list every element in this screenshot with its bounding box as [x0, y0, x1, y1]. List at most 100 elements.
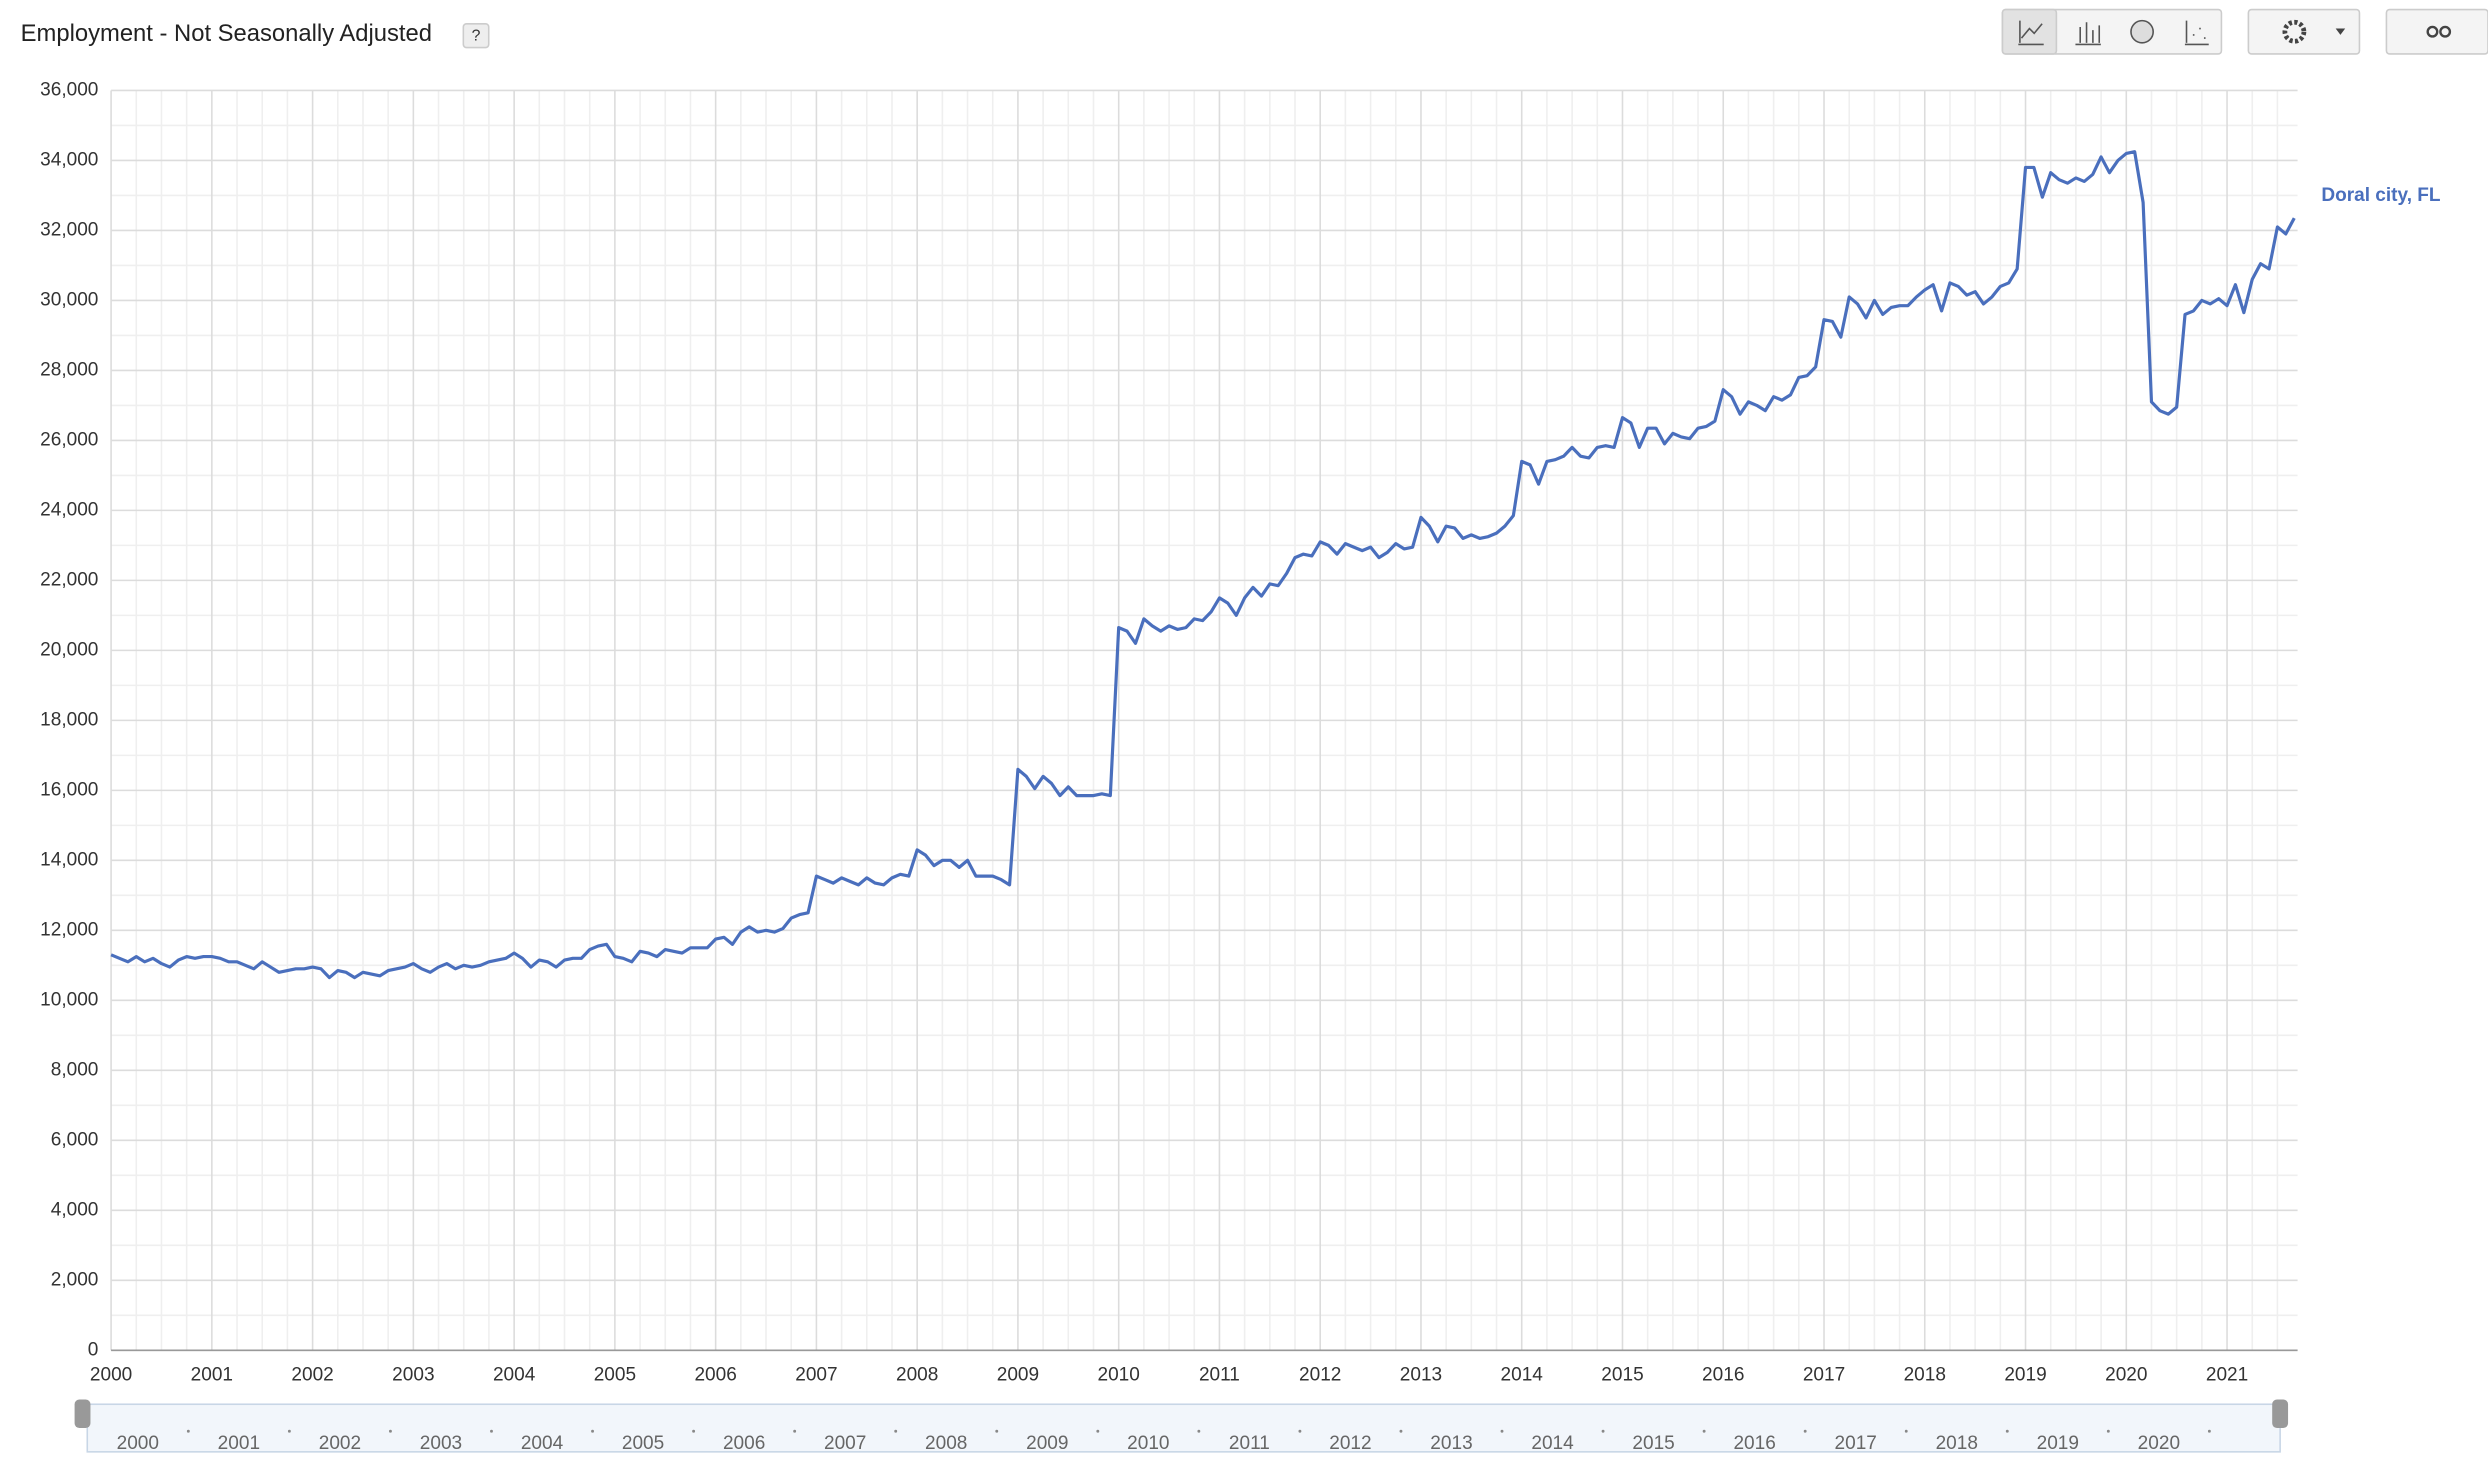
y-tick-label: 34,000 — [40, 149, 98, 170]
navigator-tick — [894, 1429, 898, 1433]
x-tick-label: 2000 — [90, 1365, 132, 1386]
navigator-label: 2014 — [1531, 1433, 1574, 1454]
navigator-tick — [1197, 1429, 1201, 1433]
gear-icon — [2282, 19, 2307, 44]
navigator-tick — [1399, 1429, 1403, 1433]
x-tick-label: 2009 — [997, 1365, 1039, 1386]
y-tick-label: 14,000 — [40, 849, 98, 870]
y-tick-label: 6,000 — [51, 1129, 99, 1150]
y-tick-label: 20,000 — [40, 639, 98, 660]
navigator-label: 2011 — [1229, 1433, 1270, 1454]
x-tick-label: 2021 — [2206, 1365, 2248, 1386]
line-icon — [2018, 20, 2044, 46]
navigator-tick — [1096, 1429, 1100, 1433]
y-tick-label: 24,000 — [40, 499, 98, 520]
y-tick-label: 30,000 — [40, 289, 98, 310]
x-tick-label: 2002 — [291, 1365, 333, 1386]
navigator-tick — [1904, 1429, 1908, 1433]
navigator-tick — [287, 1429, 291, 1433]
x-tick-label: 2011 — [1199, 1365, 1240, 1386]
map-icon — [2130, 19, 2154, 44]
navigator-tick — [1601, 1429, 1605, 1433]
toolbar — [2001, 8, 2488, 55]
navigator-label: 2004 — [521, 1433, 564, 1454]
navigator[interactable] — [86, 1403, 2281, 1453]
x-tick-label: 2007 — [795, 1365, 837, 1386]
x-tick-label: 2019 — [2004, 1365, 2046, 1386]
x-tick-label: 2018 — [1904, 1365, 1946, 1386]
x-tick-label: 2013 — [1400, 1365, 1442, 1386]
y-tick-label: 22,000 — [40, 569, 98, 590]
navigator-tick — [490, 1429, 493, 1433]
navigator-tick — [995, 1429, 999, 1433]
series-line — [110, 150, 2296, 980]
bar-icon — [2075, 22, 2101, 46]
navigator-label: 2018 — [1936, 1433, 1978, 1454]
y-tick-label: 8,000 — [51, 1059, 99, 1080]
navigator-label: 2019 — [2037, 1433, 2079, 1454]
help-icon: ? — [472, 28, 481, 45]
navigator-handle-right[interactable] — [2272, 1399, 2289, 1429]
navigator-tick — [2207, 1429, 2211, 1433]
navigator-tick — [1702, 1429, 1706, 1433]
navigator-label: 2020 — [2138, 1433, 2180, 1454]
y-tick-label: 10,000 — [40, 989, 98, 1010]
navigator-tick — [2106, 1429, 2110, 1433]
navigator-label: 2017 — [1835, 1433, 1877, 1454]
chart-title: Employment - Not Seasonally Adjusted — [21, 20, 432, 47]
dropdown-arrow — [2335, 28, 2346, 35]
navigator-label: 2005 — [622, 1433, 664, 1454]
x-tick-label: 2017 — [1803, 1365, 1845, 1386]
navigator-label: 2008 — [925, 1433, 967, 1454]
y-tick-label: 18,000 — [40, 709, 98, 730]
y-tick-label: 0 — [88, 1339, 99, 1360]
navigator-tick — [692, 1429, 696, 1433]
navigator-tick — [1500, 1429, 1504, 1433]
help-button[interactable] — [462, 23, 490, 49]
y-tick-label: 12,000 — [40, 919, 98, 940]
navigator-label: 2012 — [1329, 1433, 1371, 1454]
navigator-tick — [186, 1429, 190, 1433]
link-icon — [2426, 25, 2452, 38]
x-tick-label: 2006 — [694, 1365, 736, 1386]
navigator-handle-left[interactable] — [74, 1399, 91, 1429]
navigator-tick — [793, 1429, 797, 1433]
x-tick-label: 2014 — [1501, 1365, 1544, 1386]
line-chart-button[interactable] — [2001, 8, 2058, 55]
navigator-tick — [591, 1429, 594, 1433]
navigator-label: 2001 — [218, 1433, 260, 1454]
navigator-label: 2000 — [117, 1433, 159, 1454]
navigator-tick — [2005, 1429, 2009, 1433]
navigator-tick — [1298, 1429, 1302, 1433]
x-tick-label: 2008 — [896, 1365, 938, 1386]
navigator-label: 2006 — [723, 1433, 765, 1454]
navigator-label: 2016 — [1733, 1433, 1775, 1454]
navigator-label: 2007 — [824, 1433, 866, 1454]
x-tick-label: 2001 — [191, 1365, 233, 1386]
y-tick-label: 16,000 — [40, 779, 98, 800]
y-tick-label: 36,000 — [40, 79, 98, 100]
x-tick-label: 2016 — [1702, 1365, 1744, 1386]
y-tick-label: 26,000 — [40, 429, 98, 450]
y-tick-label: 4,000 — [51, 1199, 99, 1220]
navigator-label: 2003 — [420, 1433, 462, 1454]
x-tick-label: 2020 — [2105, 1365, 2147, 1386]
navigator-label: 2002 — [319, 1433, 361, 1454]
navigator-label: 2013 — [1430, 1433, 1472, 1454]
navigator-label: 2010 — [1127, 1433, 1169, 1454]
x-tick-label: 2010 — [1098, 1365, 1140, 1386]
navigator-label: 2015 — [1632, 1433, 1674, 1454]
x-tick-label: 2015 — [1601, 1365, 1643, 1386]
series-label: Doral city, FL — [2321, 185, 2441, 206]
x-tick-label: 2012 — [1299, 1365, 1341, 1386]
y-tick-label: 2,000 — [51, 1269, 99, 1290]
scatter-icon — [2184, 20, 2209, 46]
y-tick-label: 32,000 — [40, 219, 98, 240]
navigator-label: 2009 — [1026, 1433, 1068, 1454]
navigator-tick — [389, 1429, 392, 1433]
y-tick-label: 28,000 — [40, 359, 98, 380]
x-tick-label: 2003 — [392, 1365, 434, 1386]
x-tick-label: 2005 — [594, 1365, 636, 1386]
